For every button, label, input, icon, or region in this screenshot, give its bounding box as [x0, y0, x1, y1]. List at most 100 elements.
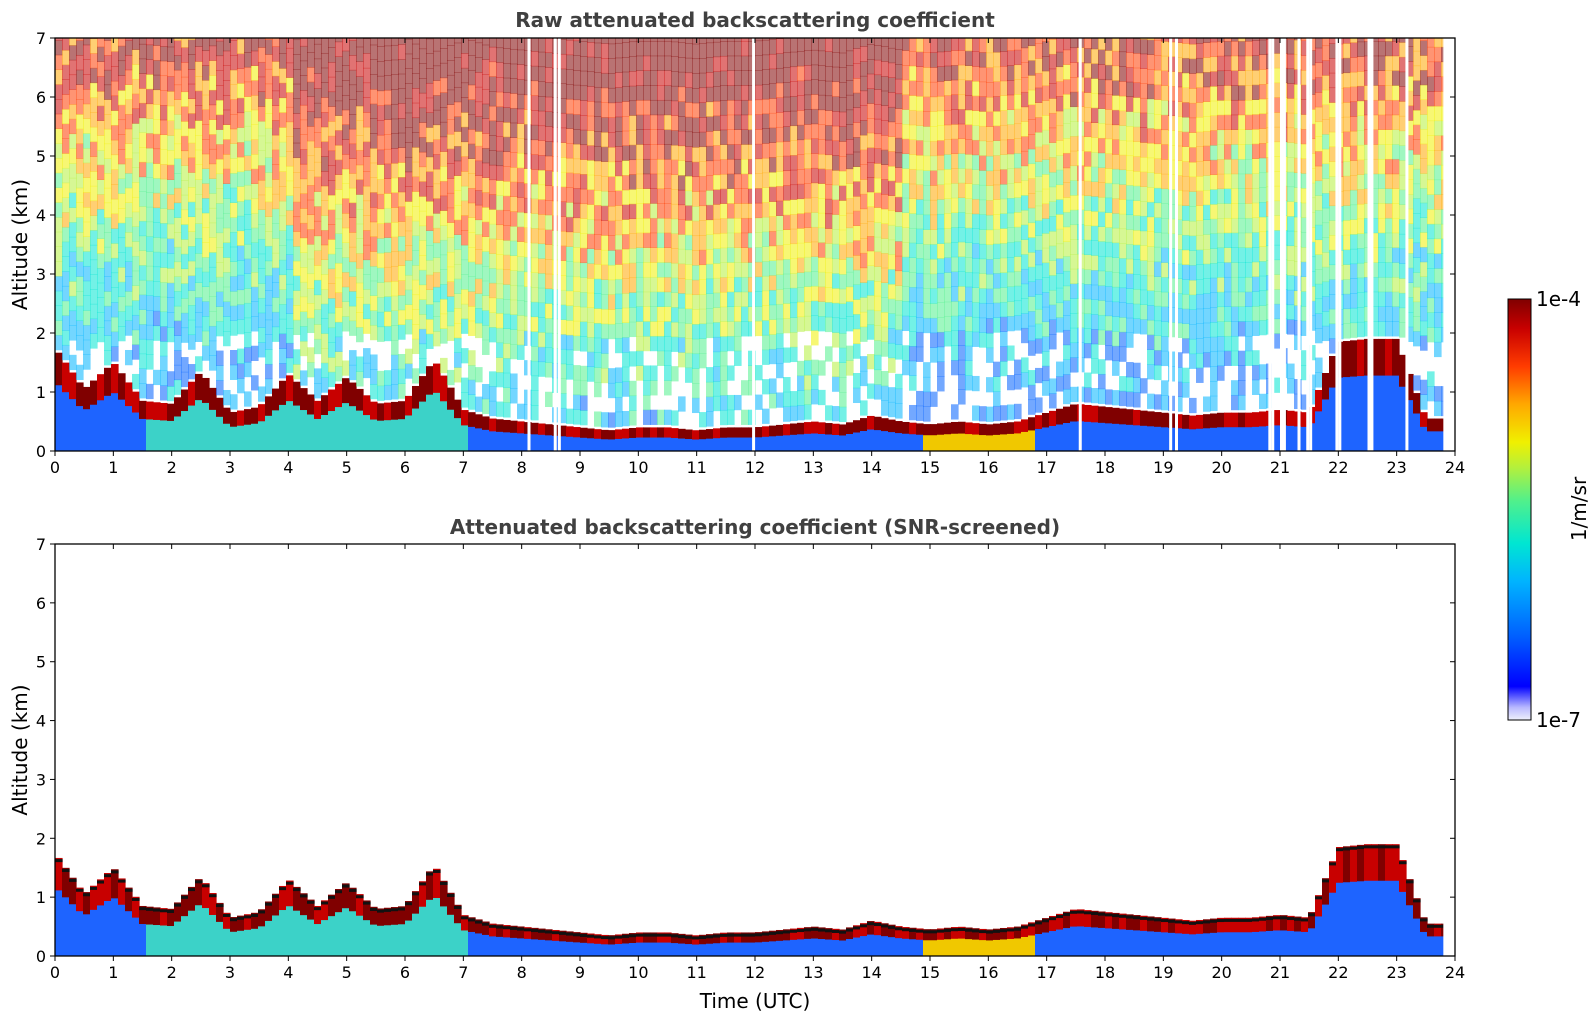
- noise-cell: [692, 147, 700, 163]
- noise-cell: [174, 335, 182, 351]
- noise-cell: [1301, 291, 1309, 307]
- noise-cell: [1035, 58, 1043, 74]
- noise-cell: [762, 84, 770, 100]
- noise-cell: [860, 61, 868, 77]
- noise-cell: [1035, 117, 1043, 133]
- noise-cell: [76, 40, 84, 56]
- noise-cell: [902, 65, 910, 81]
- noise-cell: [587, 71, 595, 87]
- boundary-layer-cell: [1217, 426, 1225, 451]
- noise-cell: [741, 99, 749, 116]
- noise-cell: [531, 65, 539, 82]
- noise-cell: [489, 120, 497, 136]
- noise-cell: [811, 197, 819, 213]
- noise-cell: [97, 135, 105, 151]
- layer-top-cell: [720, 427, 728, 438]
- noise-cell: [1329, 338, 1337, 354]
- noise-cell: [1238, 40, 1246, 57]
- noise-cell: [629, 56, 637, 72]
- noise-cell: [559, 393, 567, 409]
- noise-cell: [643, 394, 651, 411]
- noise-cell: [559, 83, 567, 99]
- boundary-layer-cell: [377, 419, 385, 451]
- noise-cell: [496, 38, 504, 49]
- noise-cell: [615, 131, 623, 147]
- noise-cell: [1245, 70, 1253, 86]
- noise-cell: [475, 396, 483, 412]
- noise-cell: [573, 365, 581, 381]
- noise-cell: [419, 107, 427, 123]
- noise-cell: [853, 210, 861, 227]
- noise-cell: [860, 326, 868, 342]
- noise-cell: [1385, 188, 1393, 204]
- noise-cell: [76, 84, 84, 100]
- noise-cell: [678, 352, 686, 368]
- noise-cell: [1315, 165, 1323, 182]
- noise-cell: [965, 94, 973, 111]
- noise-cell: [825, 346, 833, 362]
- layer-top-cell: [818, 422, 826, 434]
- noise-cell: [391, 74, 399, 90]
- noise-cell: [1105, 50, 1113, 66]
- noise-cell: [601, 294, 609, 310]
- noise-cell: [447, 222, 455, 238]
- noise-cell: [727, 99, 735, 116]
- noise-cell: [195, 297, 203, 313]
- noise-cell: [1252, 128, 1260, 145]
- noise-cell: [307, 303, 315, 319]
- noise-cell: [951, 124, 959, 140]
- noise-cell: [209, 266, 217, 283]
- noise-cell: [69, 251, 77, 267]
- noise-cell: [489, 282, 497, 299]
- noise-cell: [1014, 300, 1022, 316]
- noise-cell: [650, 291, 658, 307]
- heatmap-raw: [55, 38, 1455, 451]
- noise-cell: [1259, 305, 1267, 321]
- noise-cell: [615, 219, 623, 236]
- noise-cell: [1203, 101, 1211, 117]
- noise-cell: [643, 55, 651, 71]
- noise-cell: [958, 389, 966, 405]
- noise-cell: [475, 249, 483, 265]
- noise-cell: [69, 236, 77, 253]
- noise-cell: [783, 214, 791, 231]
- noise-cell: [167, 164, 175, 180]
- noise-cell: [629, 71, 637, 87]
- noise-cell: [195, 282, 203, 298]
- noise-cell: [1119, 184, 1127, 200]
- noise-cell: [1413, 80, 1421, 96]
- noise-cell: [1000, 124, 1008, 141]
- noise-cell: [1133, 318, 1141, 334]
- noise-cell: [300, 208, 308, 224]
- noise-cell: [202, 330, 210, 347]
- layer-top-cell: [104, 367, 112, 396]
- noise-cell: [902, 94, 910, 110]
- noise-cell: [1252, 84, 1260, 100]
- noise-cell: [622, 189, 630, 205]
- noise-cell: [1217, 350, 1225, 367]
- noise-cell: [636, 70, 644, 86]
- noise-cell: [972, 38, 980, 52]
- boundary-layer-cell: [1224, 426, 1232, 451]
- noise-cell: [664, 158, 672, 175]
- noise-cell: [69, 325, 77, 341]
- noise-cell: [384, 370, 392, 386]
- noise-cell: [713, 159, 721, 176]
- noise-cell: [895, 108, 903, 124]
- noise-cell: [531, 213, 539, 229]
- noise-cell: [1378, 55, 1386, 71]
- noise-cell: [1399, 56, 1407, 73]
- noise-cell: [930, 332, 938, 348]
- noise-cell: [790, 214, 798, 230]
- noise-cell: [755, 394, 763, 410]
- boundary-layer-cell: [286, 400, 294, 451]
- noise-cell: [475, 190, 483, 206]
- noise-cell: [853, 387, 861, 404]
- noise-cell: [958, 227, 966, 243]
- noise-cell: [335, 159, 343, 175]
- noise-cell: [216, 203, 224, 219]
- noise-cell: [559, 127, 567, 143]
- noise-cell: [335, 115, 343, 131]
- noise-cell: [1196, 293, 1204, 310]
- noise-cell: [160, 75, 168, 91]
